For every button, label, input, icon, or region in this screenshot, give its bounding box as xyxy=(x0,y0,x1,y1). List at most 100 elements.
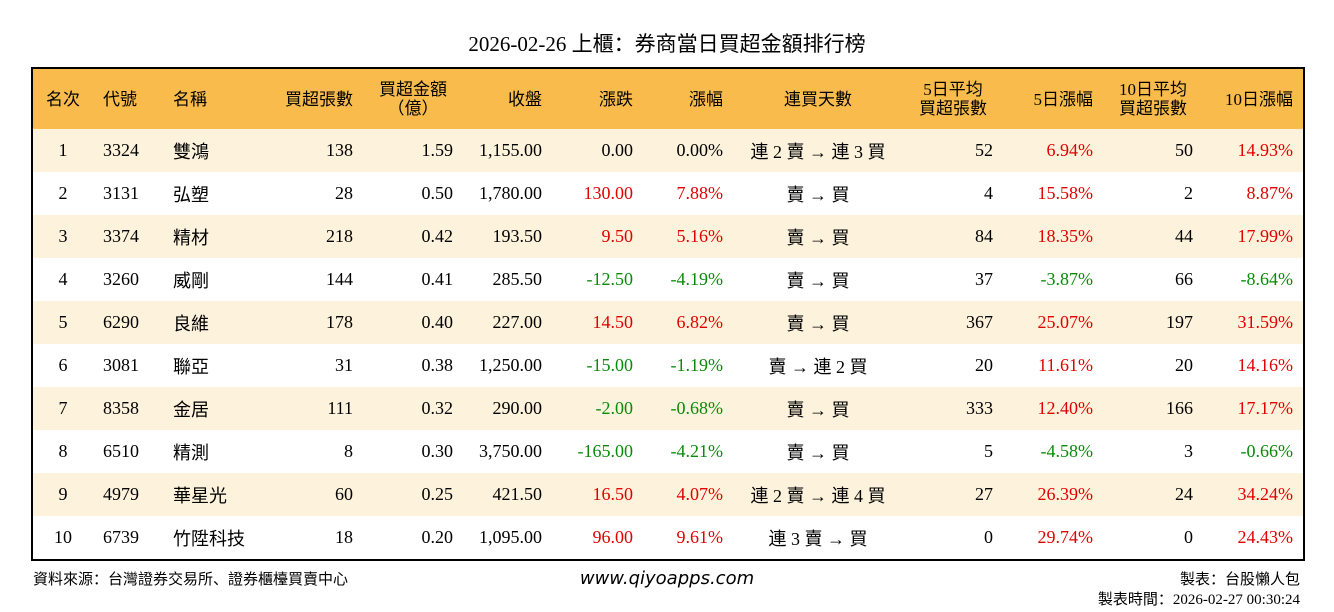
table-cell: 賣 → 買 xyxy=(786,184,850,205)
table-cell: 193.50 xyxy=(463,215,552,258)
table-cell: 1,250.00 xyxy=(479,355,542,375)
table-cell: 3324 xyxy=(93,129,163,172)
header-cell: 名次 xyxy=(32,68,93,129)
table-row: 3 3374 精材 218 0.42 193.50 9.50 5.16% 賣 → 買 84 18.3… xyxy=(32,215,1304,258)
table-cell: 6.82% xyxy=(643,301,733,344)
table-cell: -1.19% xyxy=(670,355,724,375)
table-cell: -165.00 xyxy=(577,441,634,461)
table-cell: 16.50 xyxy=(552,473,643,516)
table-cell: -0.68% xyxy=(643,387,733,430)
table-cell: 44 xyxy=(1103,215,1203,258)
table-cell: 50 xyxy=(1103,129,1203,172)
table-cell: 18.35% xyxy=(1003,215,1103,258)
table-cell: 14.50 xyxy=(552,301,643,344)
table-cell: 52 xyxy=(903,129,1003,172)
table-cell: 14.93% xyxy=(1203,129,1304,172)
table-cell: 66 xyxy=(1175,269,1193,289)
header-cell: 名稱 xyxy=(163,68,263,129)
table-cell: 0.38 xyxy=(421,355,454,375)
table-cell: -15.00 xyxy=(586,355,634,375)
table-cell: 賣 → 買 xyxy=(733,215,903,258)
table-row: 7 8358 金居 111 0.32 290.00 -2.00 -0.68% 賣 → 買 333 1… xyxy=(32,387,1304,430)
table-cell: 賣 → 連 2 買 xyxy=(768,356,868,377)
table-cell: 5 xyxy=(984,441,993,461)
source-note: 資料來源：台灣證券交易所、證券櫃檯買賣中心 xyxy=(33,572,349,588)
table-cell: 25.07% xyxy=(1003,301,1103,344)
table-cell: 0.41 xyxy=(421,269,454,289)
table-cell: 3260 xyxy=(103,269,139,289)
table-cell: 34.24% xyxy=(1203,473,1304,516)
header-cell: 收盤 xyxy=(463,68,552,129)
table-cell: 0.00 xyxy=(552,129,643,172)
table-cell: 6739 xyxy=(103,527,139,547)
table-cell: 3081 xyxy=(103,355,139,375)
header-cell: 漲跌 xyxy=(552,68,643,129)
table-cell: 賣 → 買 xyxy=(733,387,903,430)
table-cell: -4.58% xyxy=(1040,441,1094,461)
table-cell: 12.40% xyxy=(1003,387,1103,430)
table-cell: 144 xyxy=(326,269,353,289)
table-cell: 4 xyxy=(984,183,993,203)
table-cell: 8358 xyxy=(93,387,163,430)
header-cell: 連買天數 xyxy=(733,68,903,129)
table-cell: 0.30 xyxy=(421,441,454,461)
header-cell: 10日平均 買超張數 xyxy=(1103,68,1203,129)
table-cell: -4.21% xyxy=(670,441,724,461)
table-row: 2 3131 弘塑 28 0.50 1,780.00 130.00 7.88% 賣 → 買 4 15… xyxy=(32,172,1304,215)
table-cell: 4 xyxy=(58,269,68,289)
table-cell: 7 xyxy=(32,387,93,430)
table-cell: 1 xyxy=(32,129,93,172)
table-cell: 31.59% xyxy=(1203,301,1304,344)
table-cell: 290.00 xyxy=(463,387,552,430)
table-cell: 1,155.00 xyxy=(463,129,552,172)
table-body: 1 3324 雙鴻 138 1.59 1,155.00 0.00 0.00% 連 2 賣 → 連… xyxy=(32,129,1304,560)
table-cell: 37 xyxy=(975,269,993,289)
table-cell: 0.32 xyxy=(363,387,463,430)
table-cell: 28 xyxy=(335,183,353,203)
table-row: 8 6510 精測 8 0.30 3,750.00 -165.00 -4.21% 賣 → 買 5 -… xyxy=(32,430,1304,473)
table-cell: 0 xyxy=(984,527,993,547)
table-cell: 賣 → 買 xyxy=(733,301,903,344)
table-row: 10 6739 竹陞科技 18 0.20 1,095.00 96.00 9.61% 連 3 賣 … xyxy=(32,516,1304,560)
table-cell: 24 xyxy=(1103,473,1203,516)
table-cell: 218 xyxy=(263,215,363,258)
table-cell: 0.00% xyxy=(643,129,733,172)
table-cell: 197 xyxy=(1103,301,1203,344)
table-cell: 0.40 xyxy=(363,301,463,344)
table-cell: 弘塑 xyxy=(173,184,209,205)
table-cell: 8 xyxy=(58,441,68,461)
table-cell: 285.50 xyxy=(492,269,543,289)
table-cell: 3131 xyxy=(103,183,139,203)
table-cell: 2 xyxy=(58,183,68,203)
ranking-table: 名次 代號 名稱 買超張數 買超金額 （億） 收盤 漲跌 漲幅 連買天數 5日平均 買超張數 5日漲… xyxy=(31,67,1305,561)
table-cell: 0.42 xyxy=(363,215,463,258)
table-cell: 111 xyxy=(263,387,363,430)
table-row: 4 3260 威剛 144 0.41 285.50 -12.50 -4.19% 賣 → 買 37 -… xyxy=(32,258,1304,301)
table-row: 5 6290 良維 178 0.40 227.00 14.50 6.82% 賣 → 買 367 25… xyxy=(32,301,1304,344)
table-cell: 竹陞科技 xyxy=(173,528,245,549)
header-cell: 代號 xyxy=(93,68,163,129)
table-cell: 17.99% xyxy=(1203,215,1304,258)
table-cell: 5 xyxy=(32,301,93,344)
table-cell: -3.87% xyxy=(1040,269,1094,289)
table-cell: -0.66% xyxy=(1240,441,1294,461)
table-cell: 9.61% xyxy=(676,527,724,547)
table-cell: 10 xyxy=(54,527,72,547)
header-cell: 5日平均 買超張數 xyxy=(903,68,1003,129)
table-cell: -12.50 xyxy=(586,269,634,289)
table-cell: 3,750.00 xyxy=(479,441,542,461)
table-cell: 0.50 xyxy=(421,183,454,203)
maker: 製表：台股懶人包 xyxy=(1179,572,1300,588)
table-cell: 11.61% xyxy=(1038,355,1093,375)
table-cell: 6 xyxy=(58,355,68,375)
table-cell: 5.16% xyxy=(643,215,733,258)
table-cell: 4.07% xyxy=(643,473,733,516)
table-cell: 166 xyxy=(1103,387,1203,430)
table-cell: 3374 xyxy=(93,215,163,258)
table-cell: 367 xyxy=(903,301,1003,344)
table-cell: 20 xyxy=(1175,355,1193,375)
table-cell: 7.88% xyxy=(676,183,724,203)
table-cell: 3 xyxy=(1184,441,1193,461)
table-cell: 9.50 xyxy=(552,215,643,258)
table-cell: 1.59 xyxy=(363,129,463,172)
